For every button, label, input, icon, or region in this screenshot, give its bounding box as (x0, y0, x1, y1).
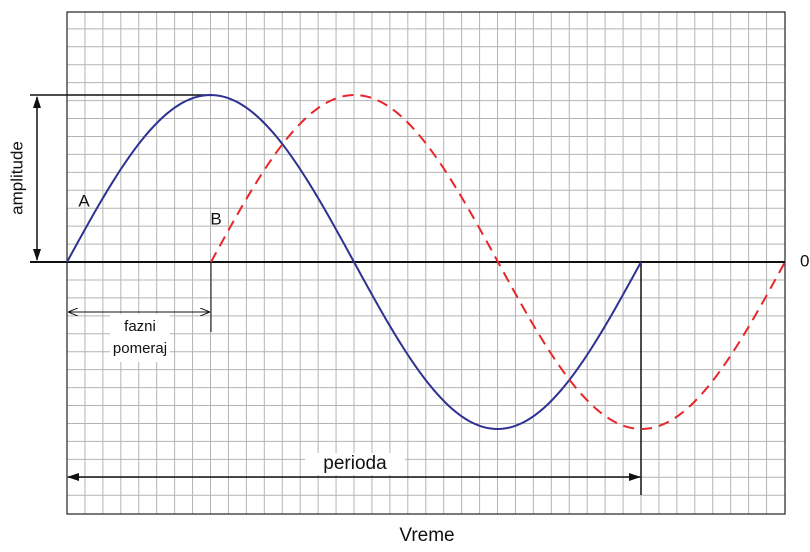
wave-b (210, 93, 786, 431)
wave-label: A (78, 191, 90, 210)
axis-label: Vreme (399, 525, 454, 546)
wave-a (66, 93, 642, 431)
period-label: perioda (323, 453, 387, 474)
label-bg (305, 453, 405, 475)
label-bg (110, 314, 170, 362)
amplitude-label: amplitude (7, 141, 26, 215)
phase-label: fazni (124, 318, 156, 335)
wave-label: B (210, 209, 221, 228)
phase-label: pomeraj (113, 340, 167, 357)
zero-label: 0 (800, 251, 809, 270)
